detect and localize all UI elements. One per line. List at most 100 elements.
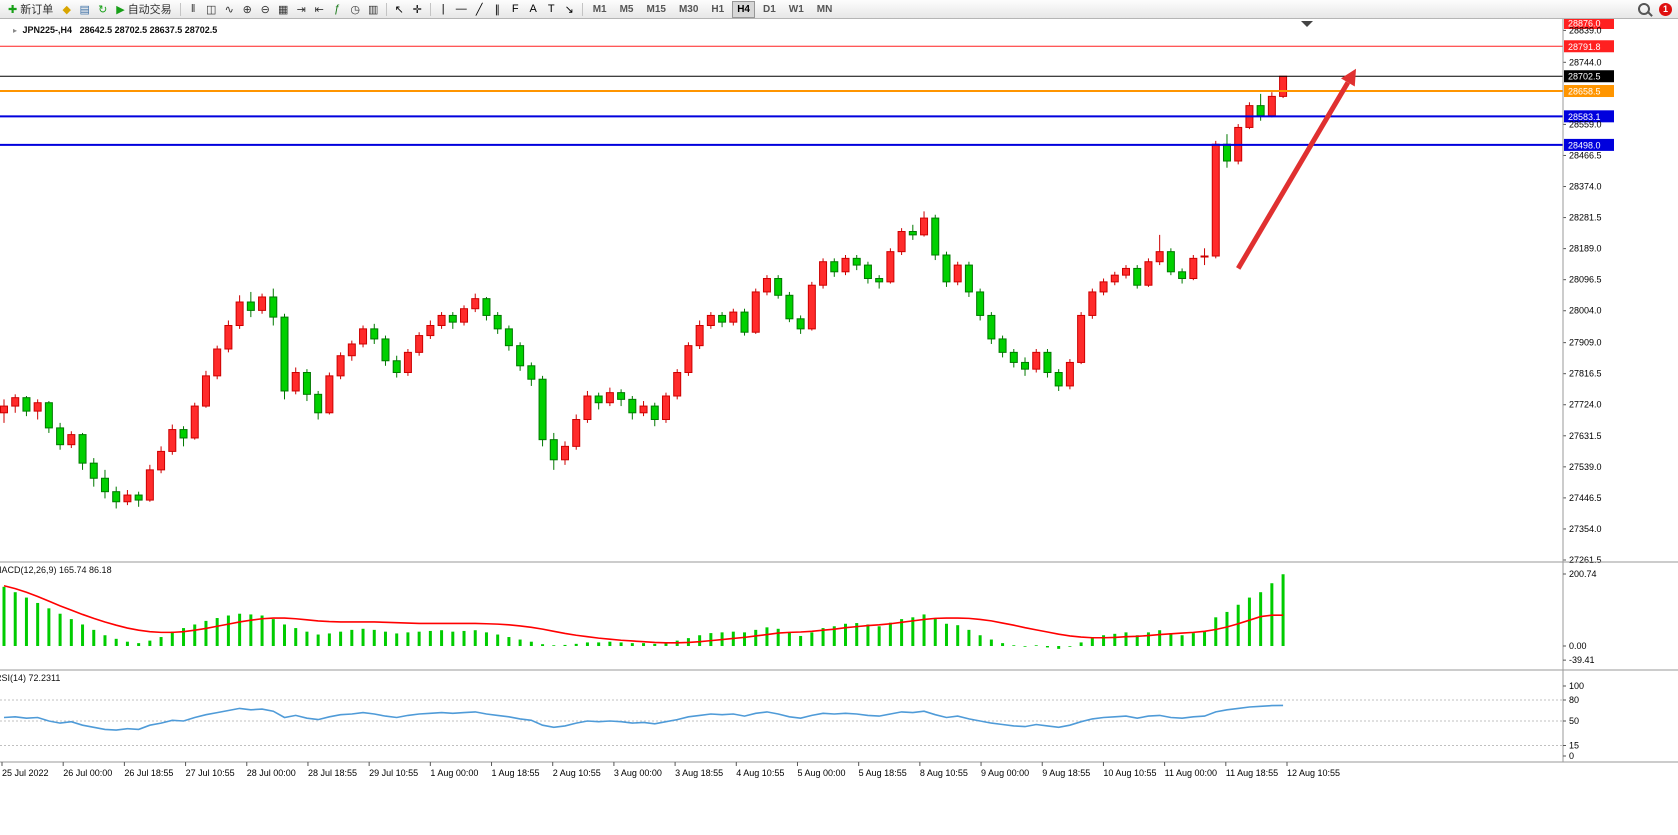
zoom-out-icon[interactable]: ⊖: [257, 1, 274, 17]
svg-text:28839.0: 28839.0: [1569, 25, 1602, 35]
toolbar-separator: [385, 2, 387, 16]
fibonacci-icon[interactable]: F: [507, 1, 524, 17]
svg-text:8 Aug 10:55: 8 Aug 10:55: [920, 768, 968, 778]
time-axis[interactable]: 25 Jul 2022 26 Jul 00:00 26 Jul 18:55 27 Ju…: [1, 762, 1340, 778]
svg-text:26 Jul 18:55: 26 Jul 18:55: [124, 768, 173, 778]
chart-shift-icon[interactable]: ⇤: [311, 1, 328, 17]
chart-shift-icon: ⇤: [314, 3, 324, 16]
chart-shift-marker[interactable]: [1301, 21, 1313, 27]
timeframe-m5-button[interactable]: M5: [619, 3, 634, 15]
svg-text:28559.0: 28559.0: [1569, 119, 1602, 129]
channel-icon: ∥: [494, 3, 500, 16]
svg-text:28876.0: 28876.0: [1568, 19, 1601, 29]
add-indicator-icon[interactable]: ƒ: [329, 1, 346, 17]
tile-windows-icon: ▦: [277, 3, 289, 16]
search-icon[interactable]: [1638, 3, 1650, 15]
svg-text:27724.0: 27724.0: [1569, 400, 1602, 410]
svg-text:25 Jul 2022: 25 Jul 2022: [2, 768, 49, 778]
horizontal-line-28791.8[interactable]: 28791.8: [0, 40, 1614, 53]
pane-borders: [0, 18, 1678, 763]
refresh-icon[interactable]: ↻: [94, 1, 111, 17]
timeframe-m1-button[interactable]: M1: [592, 3, 607, 15]
notification-badge[interactable]: 1: [1659, 2, 1672, 16]
svg-text:28466.5: 28466.5: [1569, 150, 1602, 160]
text-icon: A: [529, 3, 537, 15]
trendline-icon: ╱: [475, 3, 483, 16]
zoom-in-icon[interactable]: ⊕: [239, 1, 256, 17]
vertical-line-icon[interactable]: |: [435, 1, 452, 17]
templates-icon[interactable]: ▥: [365, 1, 382, 17]
auto-scroll-icon[interactable]: ⇥: [293, 1, 310, 17]
svg-text:28 Jul 00:00: 28 Jul 00:00: [247, 768, 296, 778]
svg-text:-39.41: -39.41: [1569, 655, 1595, 665]
horizontal-line-28658.5[interactable]: 28658.5: [0, 85, 1614, 98]
arrows-icon[interactable]: ↘: [561, 1, 578, 17]
refresh-icon: ↻: [98, 3, 108, 16]
svg-text:3 Aug 18:55: 3 Aug 18:55: [675, 768, 723, 778]
horizontal-line-28583.1[interactable]: 28583.1: [0, 110, 1614, 123]
periods-icon[interactable]: ◷: [347, 1, 364, 17]
channel-icon[interactable]: ∥: [489, 1, 506, 17]
svg-text:29 Jul 10:55: 29 Jul 10:55: [369, 768, 418, 778]
svg-text:9 Aug 18:55: 9 Aug 18:55: [1042, 768, 1090, 778]
fibonacci-icon: F: [511, 3, 519, 15]
timeframe-d1-button[interactable]: D1: [763, 3, 776, 15]
macd-axis[interactable]: 200.74 0.00 -39.41: [1563, 569, 1597, 665]
line-chart-icon: ∿: [224, 3, 234, 16]
svg-text:28702.5: 28702.5: [1568, 72, 1601, 82]
profiles-icon: ▤: [79, 3, 90, 16]
svg-text:2 Aug 10:55: 2 Aug 10:55: [553, 768, 601, 778]
horizontal-line-icon[interactable]: —: [453, 1, 470, 17]
one-click-trading-icon[interactable]: ▸: [13, 26, 18, 35]
toolbar-separator: [429, 2, 431, 16]
zoom-in-icon: ⊕: [242, 3, 252, 16]
crosshair-icon[interactable]: ✛: [409, 1, 426, 17]
candlestick-chart-icon: ◫: [205, 3, 217, 16]
bar-chart-icon[interactable]: ‖: [185, 1, 202, 17]
tile-windows-icon[interactable]: ▦: [275, 1, 292, 17]
price-axis[interactable]: 28839.0 28744.0 28559.0 28466.5 28374.0 28281…: [1563, 25, 1602, 565]
line-chart-icon[interactable]: ∿: [221, 1, 238, 17]
rsi-pane: [0, 699, 1563, 746]
horizontal-line-28702.5[interactable]: 28702.5: [0, 70, 1614, 83]
svg-text:11 Aug 18:55: 11 Aug 18:55: [1226, 768, 1278, 778]
svg-text:50: 50: [1569, 716, 1579, 726]
timeframe-m30-button[interactable]: M30: [678, 3, 699, 15]
trendline-icon[interactable]: ╱: [471, 1, 488, 17]
svg-text:28583.1: 28583.1: [1568, 112, 1601, 122]
profiles-icon[interactable]: ▤: [76, 1, 93, 17]
arrows-icon: ↘: [564, 3, 574, 16]
favorites-icon: ◆: [62, 3, 71, 16]
svg-text:28498.0: 28498.0: [1568, 140, 1601, 150]
timeframe-m15-button[interactable]: M15: [646, 3, 666, 15]
timeframe-h1-button[interactable]: H1: [711, 3, 725, 15]
cursor-icon[interactable]: ↖: [391, 1, 408, 17]
rsi-axis[interactable]: 100 80 50 150: [1563, 681, 1584, 761]
trend-arrow-annotation[interactable]: [1236, 68, 1357, 270]
svg-text:28658.5: 28658.5: [1568, 87, 1601, 97]
candlesticks: [0, 75, 1288, 509]
autotrading-button[interactable]: ▶ 自动交易: [112, 1, 175, 17]
toolbar: ✚ 新订单 ◆ ▤ ↻ ▶ 自动交易 ‖ ◫ ∿ ⊕ ⊖ ▦ ⇥ ⇤ ƒ ◷ ▥ ↖ ✛ | — ╱ ∥ F A T ↘ M1 M5 M15…: [0, 0, 1678, 19]
label-icon[interactable]: T: [543, 1, 560, 17]
timeframe-mn-button[interactable]: MN: [816, 3, 833, 15]
new-order-button[interactable]: ✚ 新订单: [4, 1, 57, 17]
svg-text:27909.0: 27909.0: [1569, 338, 1602, 348]
timeframe-w1-button[interactable]: W1: [788, 3, 804, 15]
svg-text:12 Aug 10:55: 12 Aug 10:55: [1287, 768, 1340, 778]
svg-text:26 Jul 00:00: 26 Jul 00:00: [63, 768, 112, 778]
text-icon[interactable]: A: [525, 1, 542, 17]
horizontal-line-28498.0[interactable]: 28498.0: [0, 138, 1614, 151]
svg-text:5 Aug 18:55: 5 Aug 18:55: [859, 768, 907, 778]
timeframe-h4-button[interactable]: H4: [732, 0, 755, 18]
svg-text:0.00: 0.00: [1569, 641, 1587, 651]
favorites-icon[interactable]: ◆: [58, 1, 75, 17]
svg-text:4 Aug 10:55: 4 Aug 10:55: [736, 768, 784, 778]
autotrading-button: ▶: [116, 3, 125, 16]
svg-text:27 Jul 10:55: 27 Jul 10:55: [186, 768, 235, 778]
new-order-button: ✚: [8, 3, 18, 16]
horizontal-line-icon: —: [455, 3, 467, 15]
candlestick-chart-icon[interactable]: ◫: [203, 1, 220, 17]
svg-text:28744.0: 28744.0: [1569, 57, 1602, 67]
